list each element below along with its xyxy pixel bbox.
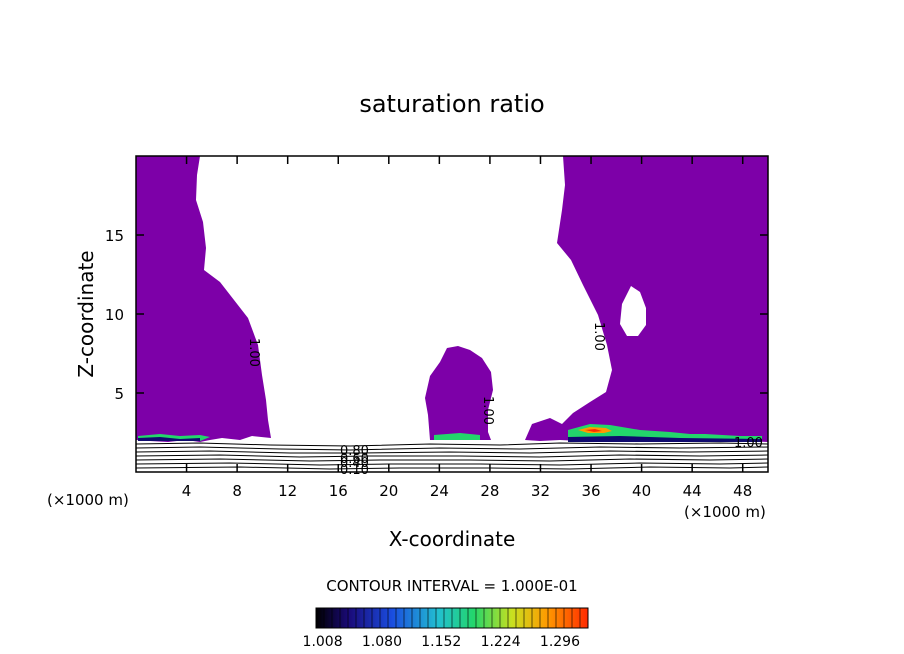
colorbar-label: 1.296 [540, 634, 580, 650]
contour-interval: CONTOUR INTERVAL = 1.000E-01 [326, 577, 577, 595]
x-tick-label: 40 [632, 482, 651, 500]
y-tick-label: 15 [105, 227, 124, 245]
y-axis-label: Z-coordinate [74, 250, 98, 377]
x-tick-label: 48 [733, 482, 752, 500]
colorbar-label: 1.152 [421, 634, 461, 650]
x-tick-label: 12 [278, 482, 297, 500]
y-tick-label: 10 [105, 306, 124, 324]
contour-label: 1.00 [591, 322, 606, 351]
contour-label: 1.00 [480, 396, 495, 425]
y-tick-label: 5 [114, 385, 124, 403]
y-axis-ticks: 5 10 15 [105, 227, 768, 403]
x-tick-label: 4 [182, 482, 192, 500]
x-tick-label: 28 [480, 482, 499, 500]
colorbar-label: 1.008 [303, 634, 343, 650]
x-tick-label: 20 [379, 482, 398, 500]
contour-label: 1.00 [734, 436, 763, 451]
contour-label: 0.40 [340, 456, 369, 471]
x-tick-label: 16 [329, 482, 348, 500]
center-cell-region [425, 346, 493, 440]
x-axis-ticks: 4 8 12 16 20 24 28 32 36 40 44 48 [182, 156, 752, 500]
colorbar-labels: 1.008 1.080 1.152 1.224 1.296 [303, 634, 581, 650]
contour-label: 0.80 [340, 444, 369, 459]
x-tick-label: 32 [531, 482, 550, 500]
high-band-right-low [568, 436, 762, 442]
colorbar-ticks [323, 608, 581, 628]
x-tick-label: 36 [581, 482, 600, 500]
left-plume-region [136, 156, 271, 442]
clear-hole [620, 286, 646, 336]
low-level-contours [136, 442, 768, 470]
x-unit-right: (×1000 m) [684, 503, 766, 521]
right-plume-region [525, 156, 768, 442]
x-unit-left: (×1000 m) [47, 491, 129, 509]
plot-area [136, 156, 768, 470]
contour-label: 1.00 [246, 338, 261, 367]
colorbar-label: 1.080 [362, 634, 402, 650]
colorbar-label: 1.224 [481, 634, 521, 650]
high-band-center [434, 433, 480, 440]
contour-label: 0.60 [340, 452, 369, 467]
x-tick-label: 44 [683, 482, 702, 500]
high-band-left-core [138, 437, 200, 441]
chart-title: saturation ratio [359, 90, 544, 118]
contour-label: 0.10 [340, 463, 369, 478]
contour-labels: 1.00 1.00 1.00 1.00 0.80 0.60 0.40 0.10 [246, 322, 763, 478]
x-tick-label: 8 [232, 482, 242, 500]
x-axis-label: X-coordinate [389, 527, 516, 551]
x-tick-label: 24 [430, 482, 449, 500]
high-band-right-hot [585, 429, 602, 432]
